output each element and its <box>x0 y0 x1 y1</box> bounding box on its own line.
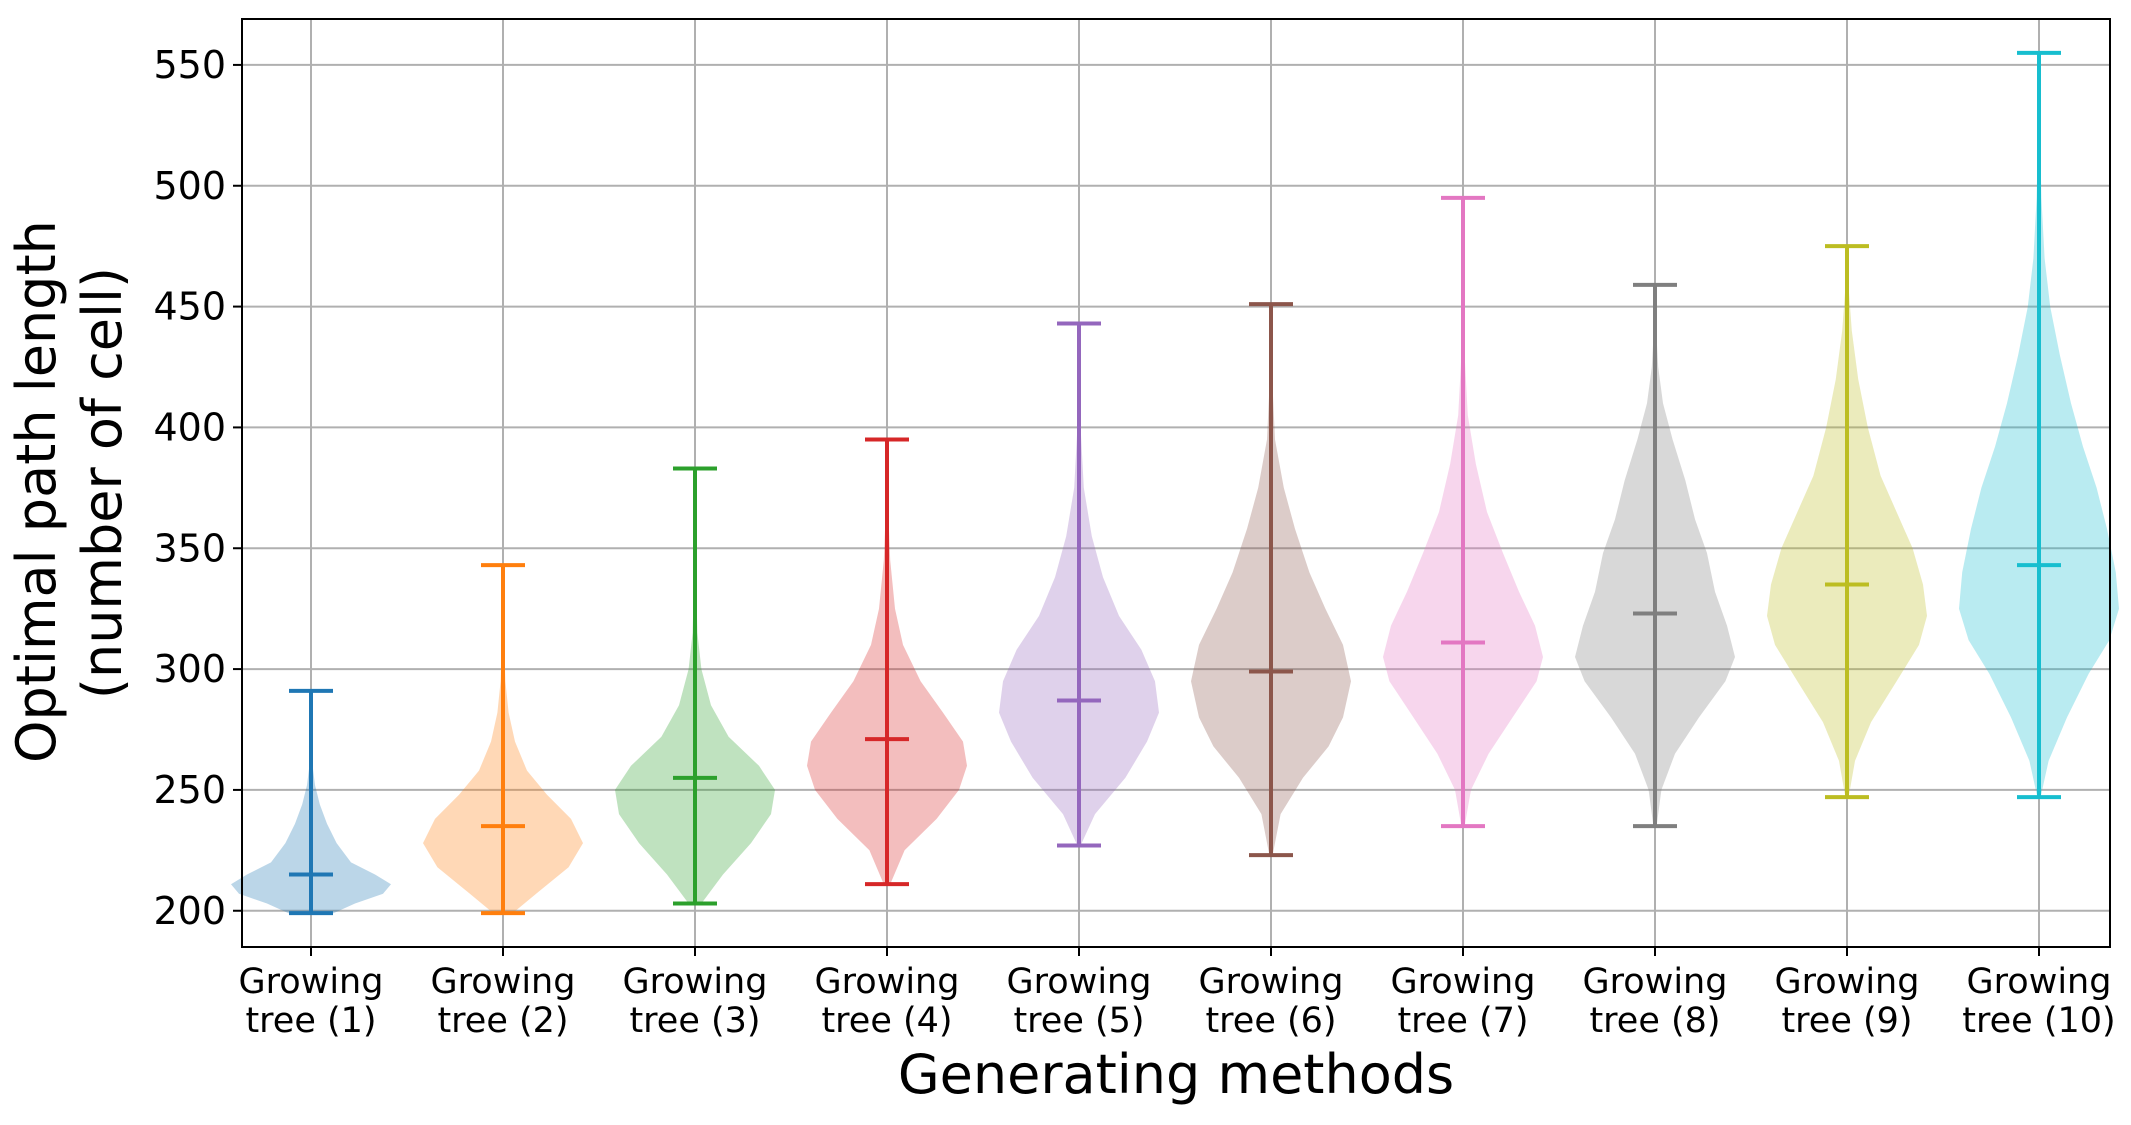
x-tick-label: Growing tree (2) <box>431 962 576 1041</box>
x-tick-label: Growing tree (10) <box>1962 962 2115 1041</box>
x-tick-label-line: tree (5) <box>1013 1001 1144 1041</box>
y-tick-label: 450 <box>153 285 226 329</box>
x-tick-label: Growing tree (3) <box>623 962 768 1041</box>
x-tick-label: Growing tree (8) <box>1583 962 1728 1041</box>
x-axis-title: Generating methods <box>898 1043 1454 1106</box>
x-axis-ticks: Growing tree (1)Growing tree (2)Growing tre… <box>239 947 2116 1041</box>
x-tick-label: Growing tree (5) <box>1007 962 1152 1041</box>
x-tick-label: Growing tree (1) <box>239 962 384 1041</box>
x-tick-label-line: tree (9) <box>1781 1001 1912 1041</box>
x-tick-label-line: Growing <box>1391 962 1536 1002</box>
whisker-layer <box>289 50 2061 916</box>
x-tick-label-line: tree (2) <box>437 1001 568 1041</box>
x-tick-label-line: Growing <box>1007 962 1152 1002</box>
x-tick-label-line: tree (3) <box>629 1001 760 1041</box>
y-axis-title-line-2: (number of cell) <box>71 267 134 699</box>
x-tick-label-line: tree (4) <box>821 1001 952 1041</box>
x-tick-label-line: Growing <box>1967 962 2112 1002</box>
y-tick-label: 250 <box>153 768 226 812</box>
y-tick-label: 550 <box>153 43 226 87</box>
y-tick-label: 200 <box>153 889 226 933</box>
x-tick-label: Growing tree (4) <box>815 962 960 1041</box>
y-tick-label: 400 <box>153 405 226 449</box>
x-tick-label: Growing tree (9) <box>1775 962 1920 1041</box>
y-tick-label: 350 <box>153 526 226 570</box>
y-axis-title: Optimal path length (number of cell) <box>5 203 134 763</box>
x-tick-label: Growing tree (7) <box>1391 962 1536 1041</box>
y-axis-title-line-1: Optimal path length <box>5 220 68 763</box>
x-tick-label-line: tree (8) <box>1589 1001 1720 1041</box>
x-tick-label-line: tree (6) <box>1205 1001 1336 1041</box>
x-tick-label-line: Growing <box>815 962 960 1002</box>
y-tick-label: 500 <box>153 164 226 208</box>
x-tick-label-line: tree (7) <box>1397 1001 1528 1041</box>
x-tick-label-line: tree (10) <box>1962 1001 2115 1041</box>
x-tick-label-line: Growing <box>1199 962 1344 1002</box>
x-tick-label-line: Growing <box>1583 962 1728 1002</box>
x-tick-label-line: Growing <box>431 962 576 1002</box>
plot-frame <box>241 18 2111 948</box>
y-tick-label: 300 <box>153 647 226 691</box>
violin-layer <box>231 52 2119 914</box>
x-tick-label-line: Growing <box>239 962 384 1002</box>
x-tick-label-line: tree (1) <box>245 1001 376 1041</box>
y-axis-ticks: 200 250 300 350 400 450 500 550 <box>153 43 242 933</box>
x-tick-label-line: Growing <box>623 962 768 1002</box>
x-tick-label: Growing tree (6) <box>1199 962 1344 1041</box>
x-tick-label-line: Growing <box>1775 962 1920 1002</box>
